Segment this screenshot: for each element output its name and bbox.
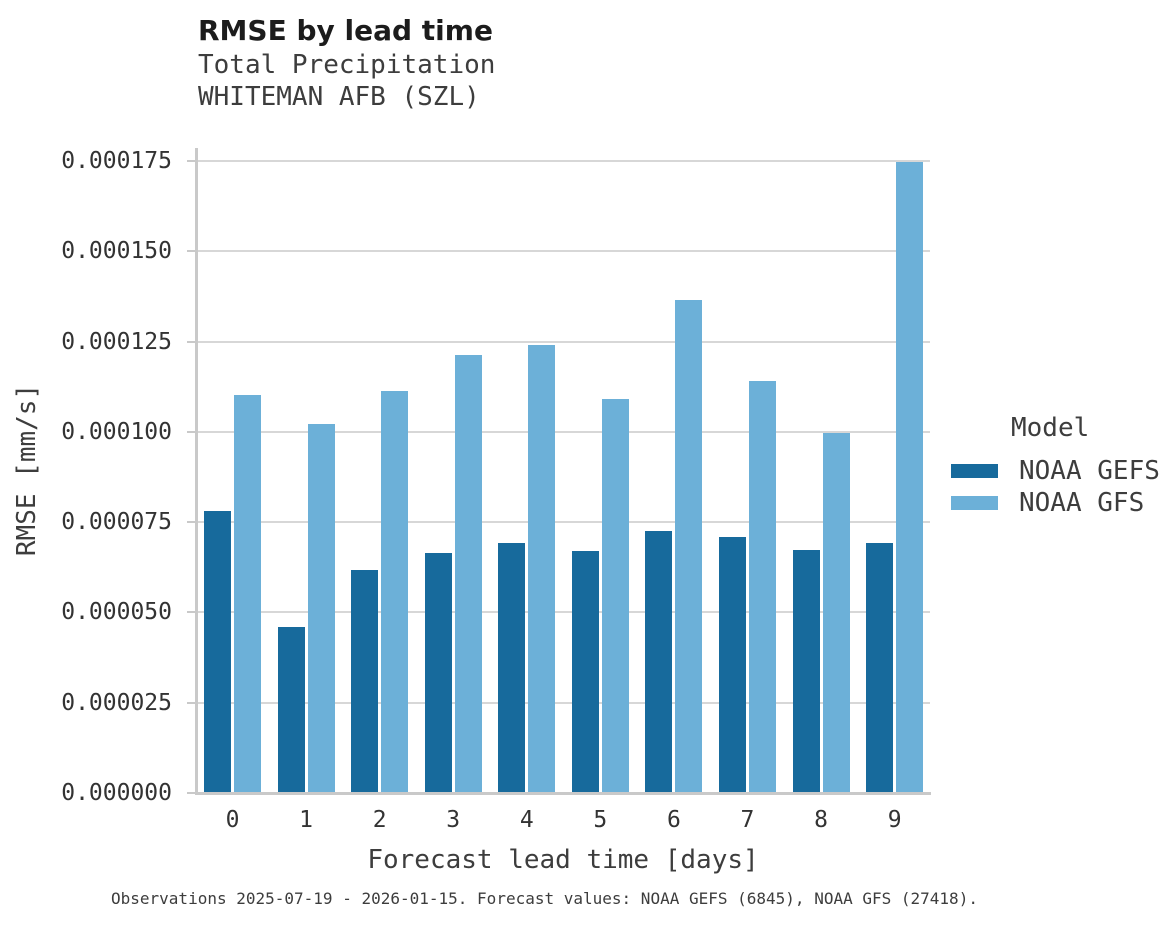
bar-noaa-gefs-lead-6 xyxy=(645,531,673,792)
bar-noaa-gfs-lead-1 xyxy=(307,424,335,792)
x-tick-label: 4 xyxy=(519,807,534,833)
bar-noaa-gefs-lead-4 xyxy=(498,542,526,792)
bar-noaa-gfs-lead-9 xyxy=(896,162,924,792)
x-tick-label: 0 xyxy=(225,807,240,833)
x-tick-label: 2 xyxy=(372,807,387,833)
y-tick-mark xyxy=(187,701,195,704)
x-tick-label: 7 xyxy=(740,807,755,833)
y-tick-mark xyxy=(187,250,195,253)
y-tick-mark xyxy=(187,160,195,162)
y-tick-label: 0.000100 xyxy=(61,418,172,445)
y-tick-label: 0.000125 xyxy=(61,328,172,355)
bar-noaa-gfs-lead-8 xyxy=(822,433,850,792)
bar-noaa-gefs-lead-1 xyxy=(277,627,305,792)
bar-noaa-gefs-lead-5 xyxy=(571,550,599,792)
x-axis-spine xyxy=(195,792,931,795)
bar-noaa-gfs-lead-2 xyxy=(381,391,409,792)
x-tick-label: 5 xyxy=(593,807,608,833)
chart-title: RMSE by lead time xyxy=(198,14,493,47)
x-tick-label: 1 xyxy=(299,807,313,833)
bar-noaa-gefs-lead-8 xyxy=(792,550,820,792)
y-tick-mark xyxy=(187,340,195,343)
bar-noaa-gfs-lead-5 xyxy=(601,399,629,792)
bar-noaa-gefs-lead-3 xyxy=(424,552,452,792)
x-tick-label: 6 xyxy=(666,807,681,833)
legend: Model NOAA GEFS NOAA GFS xyxy=(951,413,1171,519)
legend-label: NOAA GEFS xyxy=(1019,456,1160,486)
bar-noaa-gfs-lead-4 xyxy=(528,344,556,792)
y-axis-spine xyxy=(195,148,198,795)
legend-title: Model xyxy=(1011,413,1090,443)
y-gridline xyxy=(197,340,930,343)
bar-noaa-gefs-lead-0 xyxy=(204,511,231,792)
bar-noaa-gefs-lead-7 xyxy=(718,536,746,792)
bar-noaa-gfs-lead-6 xyxy=(675,300,703,792)
x-axis-title: Forecast lead time [days] xyxy=(367,845,759,875)
x-tick-label: 9 xyxy=(887,807,902,833)
y-tick-mark xyxy=(187,611,195,614)
legend-swatch-noaa-gefs xyxy=(951,464,998,478)
y-gridline xyxy=(197,160,930,162)
legend-swatch-noaa-gfs xyxy=(951,496,998,510)
plot-area: 0.000000 0.000025 0.000050 0.000075 0.000100… xyxy=(61,148,931,833)
legend-entry-noaa-gfs: NOAA GFS xyxy=(951,487,1171,519)
y-tick-label: 0.000050 xyxy=(61,599,172,626)
legend-label: NOAA GFS xyxy=(1019,488,1145,518)
x-tick-label: 3 xyxy=(446,807,461,833)
bar-noaa-gfs-lead-0 xyxy=(234,394,261,792)
bar-noaa-gfs-lead-3 xyxy=(454,355,482,792)
y-gridline xyxy=(197,250,930,253)
y-gridline xyxy=(197,611,930,614)
legend-entries: NOAA GEFS NOAA GFS xyxy=(951,455,1171,519)
y-gridline xyxy=(197,430,930,433)
y-tick-label: 0.000000 xyxy=(61,780,172,806)
y-tick-mark xyxy=(187,430,195,433)
legend-entry-noaa-gefs: NOAA GEFS xyxy=(951,455,1171,487)
y-tick-label: 0.000150 xyxy=(61,238,172,265)
y-tick-mark xyxy=(187,792,195,794)
bar-noaa-gefs-lead-9 xyxy=(866,542,894,792)
bar-noaa-gfs-lead-7 xyxy=(748,381,776,792)
caption: Observations 2025-07-19 - 2026-01-15. Fo… xyxy=(111,889,978,908)
bar-noaa-gefs-lead-2 xyxy=(351,569,379,792)
chart-subtitle-station: WHITEMAN AFB (SZL) xyxy=(198,82,480,112)
x-tick-label: 8 xyxy=(814,807,828,833)
y-gridline xyxy=(197,521,930,524)
y-tick-label: 0.000025 xyxy=(61,689,172,716)
y-tick-label: 0.000175 xyxy=(61,148,172,174)
chart-subtitle-variable: Total Precipitation xyxy=(198,50,496,80)
y-tick-mark xyxy=(187,521,195,524)
y-gridline xyxy=(197,701,930,704)
y-tick-label: 0.000075 xyxy=(61,509,172,536)
